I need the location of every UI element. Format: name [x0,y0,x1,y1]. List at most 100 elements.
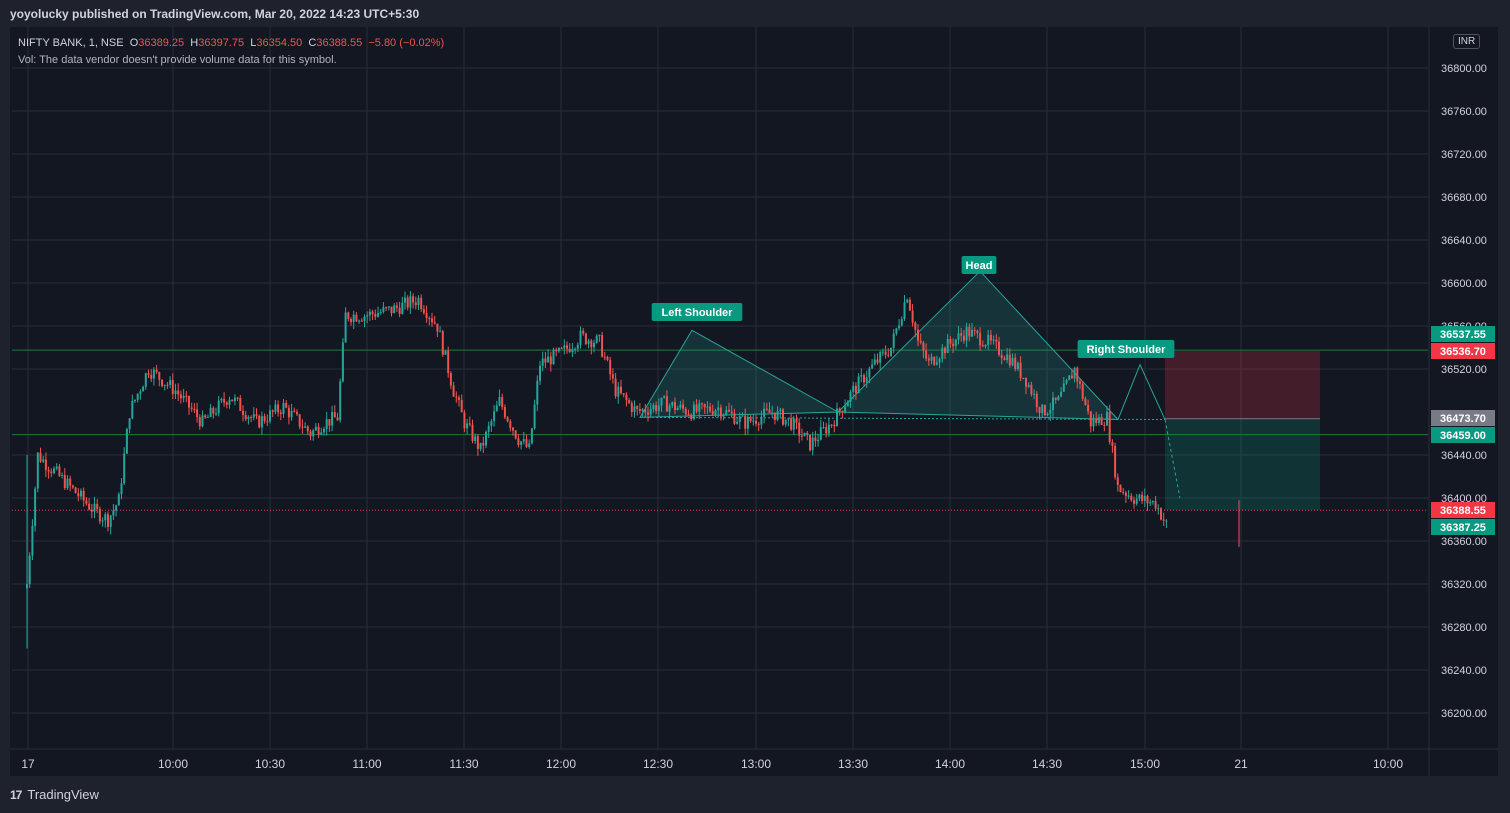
candle-body [117,494,120,506]
candle-body [819,427,822,440]
candle-body [992,339,995,341]
candle-body [809,434,811,451]
candle-body [1057,396,1060,401]
candle-body [1138,494,1141,499]
candle-body [506,417,509,422]
price-badge [1431,427,1495,443]
candle-body [968,326,971,337]
candle-body [336,417,339,421]
candle-body [82,490,85,501]
candle-body [587,340,590,344]
candle-body [946,338,949,354]
pattern-label-box [651,303,743,321]
candle-body [730,411,733,414]
candle-body [215,413,217,415]
candle-body [128,418,131,430]
candle-body [1006,354,1009,361]
candle-body [582,330,585,334]
currency-button[interactable]: INR [1453,34,1481,49]
candle-body [649,409,652,415]
pattern-label: Right Shoulder [1087,344,1167,356]
candle-body [287,407,290,418]
candle-body [881,351,884,353]
candle-body [460,399,463,413]
candle-body [344,312,347,343]
candle-body [393,305,396,314]
candle-body [36,452,39,489]
candle-body [260,416,263,428]
candle-body [136,393,139,400]
candle-body [88,503,91,510]
candle-body [987,334,990,345]
candle-body [1089,411,1092,427]
candle-body [233,397,236,402]
time-axis: 17 10:00 10:30 11:00 11:30 12:00 12:30 13:00 13:… [21,757,1403,771]
candle-body [163,384,166,387]
right-shoulder-line [1117,363,1166,420]
candle-body [1111,442,1114,446]
candle-body [668,405,671,412]
candle-body [206,416,209,418]
candle-body [107,514,109,527]
candle-body [981,345,984,347]
candle-body [431,318,433,323]
candle-body [314,426,317,431]
candle-body [452,385,455,397]
x-tick-label: 11:30 [449,757,478,771]
candle-body [652,404,655,410]
candle-body [822,427,825,429]
candle-body [212,407,215,414]
candle-body [719,407,722,417]
candle-body [630,402,633,413]
candle-body [760,416,763,425]
low-value: 36354.50 [256,37,303,49]
candle-body [242,410,244,415]
candle-body [368,311,371,316]
candle-body [236,397,239,399]
candle-body [830,424,833,426]
candle-body [147,373,150,375]
pattern-label-box [961,256,997,274]
candle-body [274,404,277,412]
candle-body [595,335,598,343]
neckline [639,416,1166,421]
candle-body [1160,508,1162,520]
candle-body [1038,407,1041,413]
candle-body [709,406,712,412]
candle-body [817,439,820,442]
open-value: 36389.25 [138,37,185,49]
x-tick-label: 13:00 [741,757,771,771]
candle-body [244,414,247,420]
position-zones [1165,351,1320,511]
candle-body [574,348,577,350]
candle-body [53,468,55,474]
candle-body [800,435,803,437]
candle-body [77,493,80,497]
change-value: −5.80 (−0.02%) [368,37,445,49]
candle-body [1165,520,1168,522]
candle-body [960,333,963,336]
symbol-name: NIFTY BANK, 1, NSE [18,37,124,49]
candle-body [247,417,250,420]
candle-body [1041,404,1044,413]
candle-body [682,404,685,409]
candle-body [703,404,706,408]
chart-frame[interactable] [10,27,1498,776]
candle-body [520,441,523,445]
candle-body [603,356,606,358]
candle-body [1033,393,1036,395]
candle-body [439,331,442,333]
candle-body [485,431,487,446]
candle-body [927,358,930,361]
candle-body [1162,519,1165,521]
candle-body [177,390,180,395]
price-badge-label: 36536.70 [1440,346,1486,358]
candle-body [919,340,922,343]
candle-body [228,399,231,405]
candle-body [174,390,177,395]
candle-body [1130,495,1133,501]
candle-body [414,302,417,306]
candle-body [657,405,660,411]
candle-body [827,424,830,434]
